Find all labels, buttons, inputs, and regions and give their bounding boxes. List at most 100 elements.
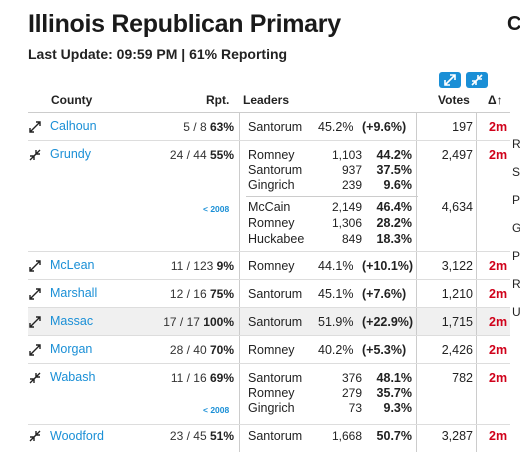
leader-margin: (+9.6%) <box>362 120 407 134</box>
leader-pct: 46.4% <box>376 200 412 214</box>
col-change-header[interactable]: Δ↑ <box>488 93 503 107</box>
table-row: Calhoun 5 / 8 63% Santorum 45.2% (+9.6%)… <box>28 113 510 141</box>
leader-name: Romney <box>248 386 295 400</box>
change-time: 2m <box>489 148 508 162</box>
expand-row-icon[interactable] <box>28 315 42 329</box>
col-leaders-header: Leaders <box>243 93 290 107</box>
reporting: 12 / 16 75% <box>169 287 234 301</box>
adjacent-panel-text: G <box>512 221 520 235</box>
county-link[interactable]: Calhoun <box>50 119 97 133</box>
leader-pct: 44.2% <box>376 148 412 162</box>
votes-count: 3,122 <box>441 259 473 273</box>
adjacent-panel-text: P <box>512 249 520 263</box>
leader-votes: 849 <box>341 232 362 246</box>
leader-margin: (+7.6%) <box>362 287 407 301</box>
county-link[interactable]: Morgan <box>50 342 93 356</box>
votes-count: 1,715 <box>441 315 473 329</box>
leader-pct: 35.7% <box>376 386 412 400</box>
leader-pct: 45.2% <box>318 120 354 134</box>
compare-2008-link[interactable]: < 2008 <box>203 405 230 415</box>
expand-row-icon[interactable] <box>28 287 42 301</box>
adjacent-panel-text: U <box>512 305 520 319</box>
compare-2008-link[interactable]: < 2008 <box>203 204 230 214</box>
leader-name: Santorum <box>248 163 303 177</box>
adjacent-panel-text: S <box>512 165 520 179</box>
table-row: Massac 17 / 17 100% Santorum 51.9% (+22.… <box>28 308 510 336</box>
leader-name: Santorum <box>248 315 303 329</box>
leader-pct: 45.1% <box>318 287 354 301</box>
adjacent-panel-text: R <box>512 277 520 291</box>
collapse-all-button[interactable] <box>466 72 488 88</box>
leader-name: Gingrich <box>248 401 295 415</box>
col-rpt-header[interactable]: Rpt. <box>206 93 230 107</box>
votes-count: 197 <box>452 120 473 134</box>
reporting: 17 / 17 100% <box>163 315 234 329</box>
county-link[interactable]: Massac <box>50 314 94 328</box>
leader-name: Romney <box>248 259 295 273</box>
leader-name: Santorum <box>248 287 303 301</box>
col-votes-header[interactable]: Votes <box>438 93 470 107</box>
change-time: 2m <box>489 429 508 443</box>
leader-pct: 37.5% <box>376 163 412 177</box>
county-link[interactable]: Marshall <box>50 286 98 300</box>
change-time: 2m <box>489 120 508 134</box>
leader-name: Santorum <box>248 371 303 385</box>
reporting: 24 / 44 55% <box>169 148 234 162</box>
last-update-status: Last Update: 09:59 PM | 61% Reporting <box>28 46 288 62</box>
reporting: 23 / 45 51% <box>169 429 234 443</box>
leader-votes: 376 <box>341 371 362 385</box>
table-row: Woodford 23 / 45 51% Santorum 1,668 50.7… <box>28 425 510 452</box>
expand-row-icon[interactable] <box>28 259 42 273</box>
adjacent-panel-title: C <box>507 13 520 35</box>
change-time: 2m <box>489 315 508 329</box>
leader-pct: 50.7% <box>376 429 412 443</box>
leader-margin: (+22.9%) <box>362 315 414 329</box>
change-time: 2m <box>489 371 508 385</box>
collapse-row-icon[interactable] <box>28 429 42 443</box>
expand-all-button[interactable] <box>439 72 461 88</box>
expand-row-icon[interactable] <box>28 343 42 357</box>
leader-pct: 51.9% <box>318 315 354 329</box>
leader-votes: 1,103 <box>331 148 362 162</box>
page-title: Illinois Republican Primary <box>28 10 341 38</box>
reporting: 28 / 40 70% <box>169 343 234 357</box>
leader-pct: 44.1% <box>318 259 354 273</box>
leader-pct: 48.1% <box>376 371 412 385</box>
leader-votes: 73 <box>348 401 362 415</box>
leader-pct: 9.6% <box>383 178 413 192</box>
county-link[interactable]: Woodford <box>50 429 104 443</box>
leader-name: Romney <box>248 148 295 162</box>
change-time: 2m <box>489 259 508 273</box>
county-link[interactable]: Grundy <box>50 147 91 161</box>
leader-name: Huckabee <box>248 232 305 246</box>
table-row: Marshall 12 / 16 75% Santorum 45.1% (+7.… <box>28 280 510 308</box>
votes-count: 1,210 <box>441 287 473 301</box>
collapse-row-icon[interactable] <box>28 148 42 162</box>
expand-row-icon[interactable] <box>28 120 42 134</box>
collapse-row-icon[interactable] <box>28 371 42 385</box>
leader-name: Santorum <box>248 429 303 443</box>
county-link[interactable]: Wabash <box>50 370 96 384</box>
header-divider <box>28 112 510 113</box>
county-link[interactable]: McLean <box>50 258 95 272</box>
leader-votes: 1,668 <box>331 429 362 443</box>
table-row: McLean 11 / 123 9% Romney 44.1% (+10.1%)… <box>28 252 510 280</box>
col-county-header[interactable]: County <box>51 93 93 107</box>
leader-margin: (+10.1%) <box>362 259 414 273</box>
leader-pct: 28.2% <box>376 216 412 230</box>
leader-name: Gingrich <box>248 178 295 192</box>
reporting: 11 / 16 69% <box>170 371 234 385</box>
leader-pct: 9.3% <box>383 401 413 415</box>
leader-votes: 279 <box>341 386 362 400</box>
leader-pct: 18.3% <box>376 232 412 246</box>
votes-count: 2,426 <box>441 343 473 357</box>
leader-name: Romney <box>248 343 295 357</box>
leader-name: McCain <box>248 200 291 214</box>
reporting: 5 / 8 63% <box>183 120 234 134</box>
table-row: Morgan 28 / 40 70% Romney 40.2% (+5.3%) … <box>28 336 510 364</box>
leader-margin: (+5.3%) <box>362 343 407 357</box>
leader-pct: 40.2% <box>318 343 354 357</box>
leader-votes: 2,149 <box>331 200 362 214</box>
votes-count: 3,287 <box>441 429 473 443</box>
expand-icon <box>444 74 456 86</box>
